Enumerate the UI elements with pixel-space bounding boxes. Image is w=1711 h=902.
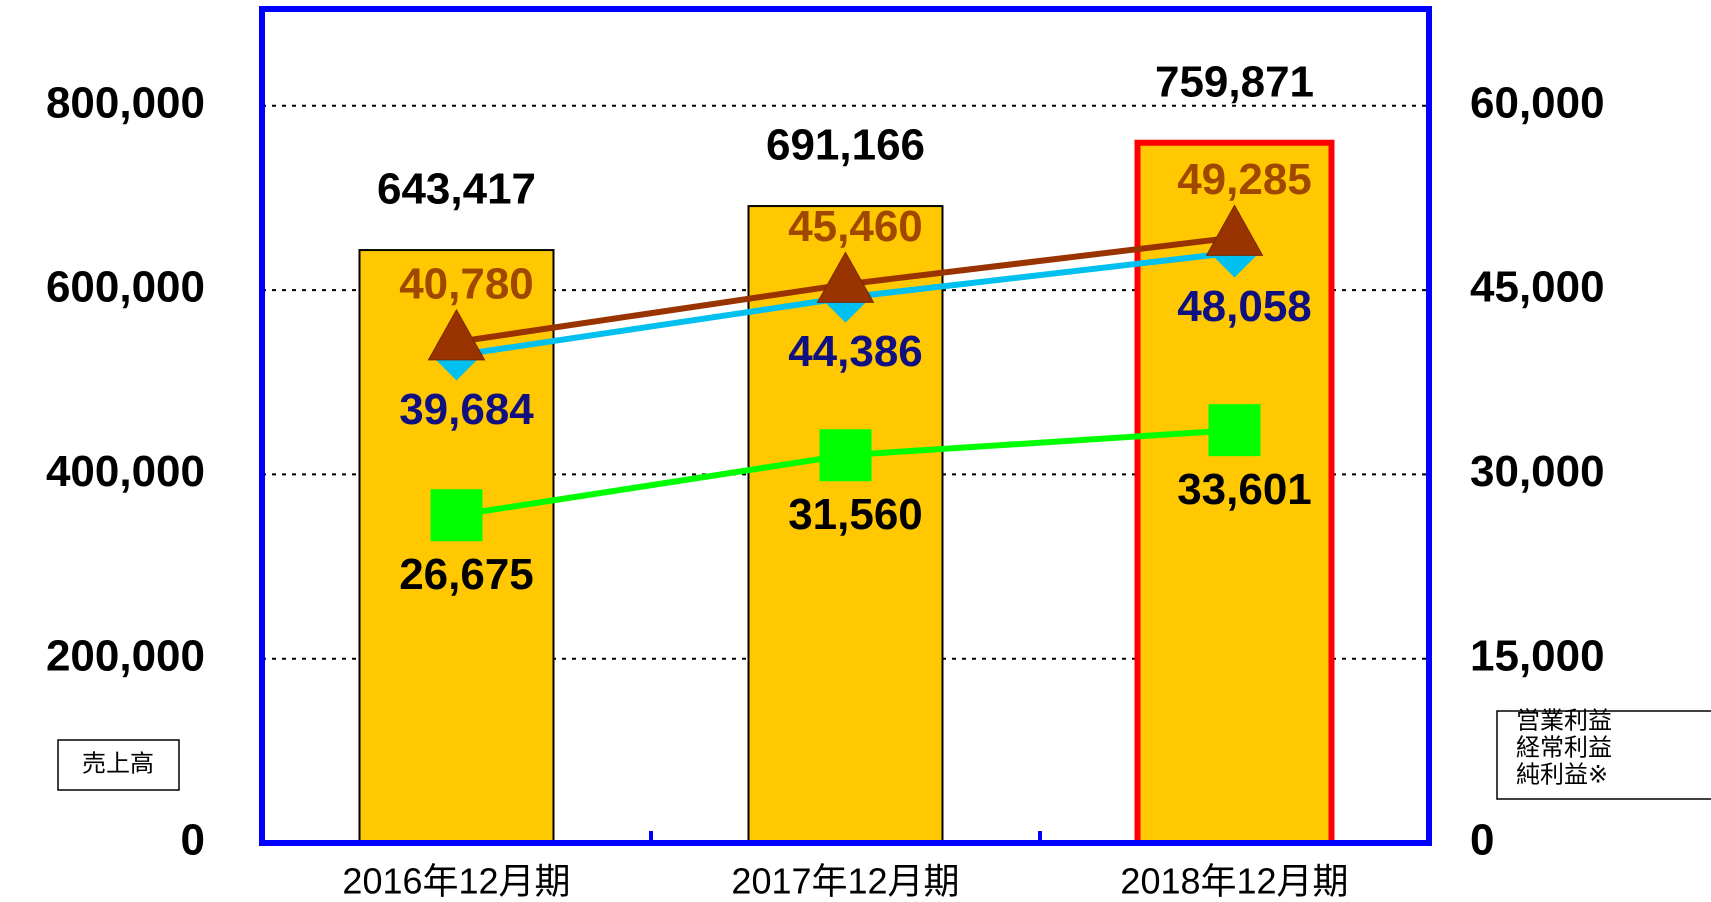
bar-legend-label: 売上高 <box>82 750 154 777</box>
y2-tick-label: 30,000 <box>1470 447 1605 496</box>
bar-value-label: 691,166 <box>766 121 925 170</box>
triangle-marker <box>427 308 486 361</box>
series-value-label: 26,675 <box>399 550 534 599</box>
series-value-label: 49,285 <box>1177 155 1312 204</box>
bar-value-label: 759,871 <box>1155 57 1314 106</box>
square-marker <box>430 489 483 542</box>
y2-tick-label: 60,000 <box>1470 78 1605 127</box>
triangle-marker <box>816 251 875 303</box>
x-tick-label: 2018年12月期 <box>1120 861 1348 902</box>
y-tick-label: 200,000 <box>46 631 205 680</box>
bar-value-label: 643,417 <box>377 165 536 214</box>
y-tick-label: 0 <box>181 816 205 865</box>
square-marker <box>1208 404 1261 457</box>
triangle-marker <box>1205 204 1264 256</box>
series-value-label: 39,684 <box>399 385 534 434</box>
series-value-label: 45,460 <box>788 202 923 251</box>
x-tick-label: 2017年12月期 <box>731 861 959 902</box>
y-tick-label: 400,000 <box>46 447 205 496</box>
line-legend-label: 営業利益 <box>1516 707 1612 734</box>
line-legend-label: 純利益※ <box>1516 761 1608 788</box>
x-tick-label: 2016年12月期 <box>342 861 570 902</box>
y2-tick-label: 45,000 <box>1470 263 1605 312</box>
square-marker <box>819 429 872 482</box>
series-value-label: 31,560 <box>788 490 923 539</box>
bar-legend-box <box>57 739 180 791</box>
line-legend-label: 経常利益 <box>1516 734 1612 761</box>
y2-tick-label: 15,000 <box>1470 631 1605 680</box>
series-value-label: 40,780 <box>399 260 534 309</box>
series-value-label: 48,058 <box>1177 282 1312 331</box>
y2-tick-label: 0 <box>1470 816 1494 865</box>
series-value-label: 44,386 <box>788 327 923 376</box>
plot-frame <box>259 6 1432 846</box>
y-tick-label: 800,000 <box>46 78 205 127</box>
y-tick-label: 600,000 <box>46 263 205 312</box>
series-value-label: 33,601 <box>1177 465 1312 514</box>
line-legend-box <box>1496 710 1711 800</box>
